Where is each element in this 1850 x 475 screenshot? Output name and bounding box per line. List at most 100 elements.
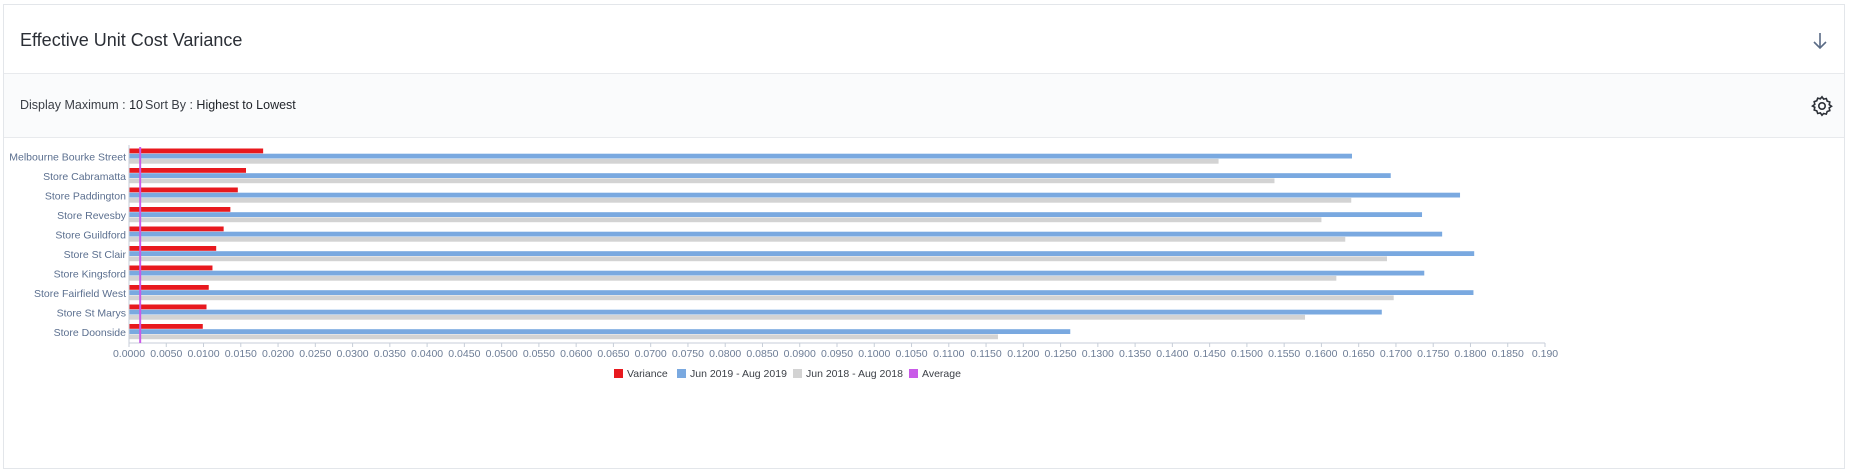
- x-tick-label: 0.1700: [1380, 348, 1412, 360]
- bar-jun-2018-aug-2018: [129, 158, 1219, 164]
- x-tick-label: 0.1350: [1119, 348, 1151, 360]
- bar-variance: [129, 168, 247, 173]
- legend-swatch: [793, 369, 802, 378]
- category-label: Melbourne Bourke Street: [9, 151, 126, 163]
- legend-label: Average: [922, 368, 961, 380]
- bar-variance: [129, 226, 224, 232]
- category-label: Store Doonside: [54, 327, 127, 339]
- bar-jun-2018-aug-2018: [129, 236, 1346, 242]
- x-tick-label: 0.0500: [486, 348, 518, 360]
- x-tick-label: 0.0300: [337, 348, 369, 360]
- x-tick-label: 0.0750: [672, 348, 704, 360]
- sort-by-label: Sort By :: [145, 98, 193, 112]
- bar-jun-2019-aug-2019: [129, 212, 1423, 217]
- sort-by-value: Highest to Lowest: [196, 98, 296, 112]
- x-tick-label: 0.0200: [262, 348, 294, 360]
- x-tick-label: 0.1850: [1492, 348, 1524, 360]
- bar-jun-2018-aug-2018: [129, 314, 1306, 320]
- x-tick-label: 0.0800: [709, 348, 741, 360]
- sort-by-control[interactable]: Sort By : Highest to Lowest: [145, 98, 296, 112]
- chart-toolbar: Display Maximum : 10 Sort By : Highest t…: [4, 74, 1844, 138]
- bar-jun-2018-aug-2018: [129, 295, 1394, 301]
- x-tick-label: 0.1450: [1194, 348, 1226, 360]
- bar-variance: [129, 285, 209, 290]
- x-tick-label: 0.0000: [113, 348, 145, 360]
- category-label: Store St Marys: [57, 307, 126, 319]
- bar-jun-2019-aug-2019: [129, 173, 1391, 178]
- bar-variance: [129, 187, 238, 193]
- category-label: Store Guildford: [55, 229, 126, 241]
- x-tick-label: 0.0900: [784, 348, 816, 360]
- legend-swatch: [614, 369, 623, 378]
- bar-jun-2018-aug-2018: [129, 197, 1352, 203]
- bar-jun-2019-aug-2019: [129, 231, 1443, 237]
- bar-jun-2018-aug-2018: [129, 275, 1337, 281]
- display-maximum-control[interactable]: Display Maximum : 10: [20, 98, 143, 112]
- x-tick-label: 0.0600: [560, 348, 592, 360]
- legend-label: Jun 2019 - Aug 2019: [690, 368, 787, 380]
- bar-jun-2018-aug-2018: [129, 178, 1275, 184]
- x-tick-label: 0.1600: [1305, 348, 1337, 360]
- page-title: Effective Unit Cost Variance: [20, 30, 243, 50]
- x-tick-label: 0.1500: [1231, 348, 1263, 360]
- card-header: Effective Unit Cost Variance: [4, 5, 1844, 74]
- x-tick-label: 0.1800: [1454, 348, 1486, 360]
- arrow-down-icon[interactable]: [1806, 27, 1834, 55]
- x-tick-label: 0.1150: [970, 348, 1001, 360]
- category-label: Store Fairfield West: [34, 288, 126, 300]
- category-label: Store St Clair: [64, 249, 127, 261]
- x-tick-label: 0.0850: [746, 348, 778, 360]
- x-tick-label: 0.0250: [299, 348, 331, 360]
- x-tick-label: 0.1300: [1082, 348, 1114, 360]
- bar-jun-2018-aug-2018: [129, 217, 1322, 223]
- bar-jun-2019-aug-2019: [129, 251, 1475, 256]
- category-label: Store Revesby: [57, 210, 127, 222]
- x-tick-label: 0.0400: [411, 348, 443, 360]
- x-tick-label: 0.1200: [1007, 348, 1039, 360]
- bar-jun-2018-aug-2018: [129, 256, 1388, 262]
- x-tick-label: 0.0950: [821, 348, 853, 360]
- bar-chart: Melbourne Bourke Street Store Cabramatta S…: [9, 145, 1558, 380]
- x-tick-label: 0.0550: [523, 348, 555, 360]
- x-tick-label: 0.1650: [1343, 348, 1375, 360]
- bar-jun-2019-aug-2019: [129, 153, 1352, 159]
- bar-jun-2019-aug-2019: [129, 270, 1425, 276]
- x-tick-label: 0.1250: [1045, 348, 1077, 360]
- legend-swatch: [909, 369, 918, 378]
- x-tick-label: 0.1750: [1417, 348, 1449, 360]
- x-tick-label: 0.1050: [895, 348, 927, 360]
- bar-variance: [129, 304, 207, 310]
- category-label: Store Kingsford: [54, 268, 127, 280]
- bar-variance: [129, 246, 217, 251]
- x-tick-label: 0.1550: [1268, 348, 1300, 360]
- x-tick-label: 0.1400: [1156, 348, 1188, 360]
- bar-variance: [129, 207, 231, 212]
- gear-icon[interactable]: [1810, 94, 1834, 118]
- category-label: Store Cabramatta: [43, 171, 126, 183]
- display-maximum-value: 10: [129, 98, 143, 112]
- bar-variance: [129, 324, 203, 329]
- chart-area: Melbourne Bourke Street Store Cabramatta S…: [4, 138, 1846, 468]
- bar-variance: [129, 265, 213, 271]
- bar-jun-2019-aug-2019: [129, 329, 1071, 334]
- x-tick-label: 0.0700: [635, 348, 667, 360]
- x-tick-label: 0.0100: [187, 348, 219, 360]
- x-tick-label: 0.0650: [597, 348, 629, 360]
- x-tick-label: 0.0050: [150, 348, 182, 360]
- category-label: Store Paddington: [45, 190, 126, 202]
- legend-label: Jun 2018 - Aug 2018: [806, 368, 903, 380]
- x-tick-label: 0.0350: [374, 348, 406, 360]
- bar-jun-2019-aug-2019: [129, 309, 1382, 315]
- bar-jun-2018-aug-2018: [129, 334, 998, 340]
- bar-jun-2019-aug-2019: [129, 192, 1461, 198]
- x-tick-label: 0.0150: [225, 348, 257, 360]
- bar-variance: [129, 148, 264, 154]
- bar-jun-2019-aug-2019: [129, 290, 1474, 295]
- x-tick-label: 0.1100: [933, 348, 964, 360]
- x-tick-label: 0.0450: [448, 348, 480, 360]
- x-tick-label: 0.190: [1532, 348, 1558, 360]
- display-maximum-label: Display Maximum :: [20, 98, 126, 112]
- chart-card: Effective Unit Cost Variance Display Max…: [3, 4, 1845, 469]
- x-tick-label: 0.1000: [858, 348, 890, 360]
- legend-label: Variance: [627, 368, 668, 380]
